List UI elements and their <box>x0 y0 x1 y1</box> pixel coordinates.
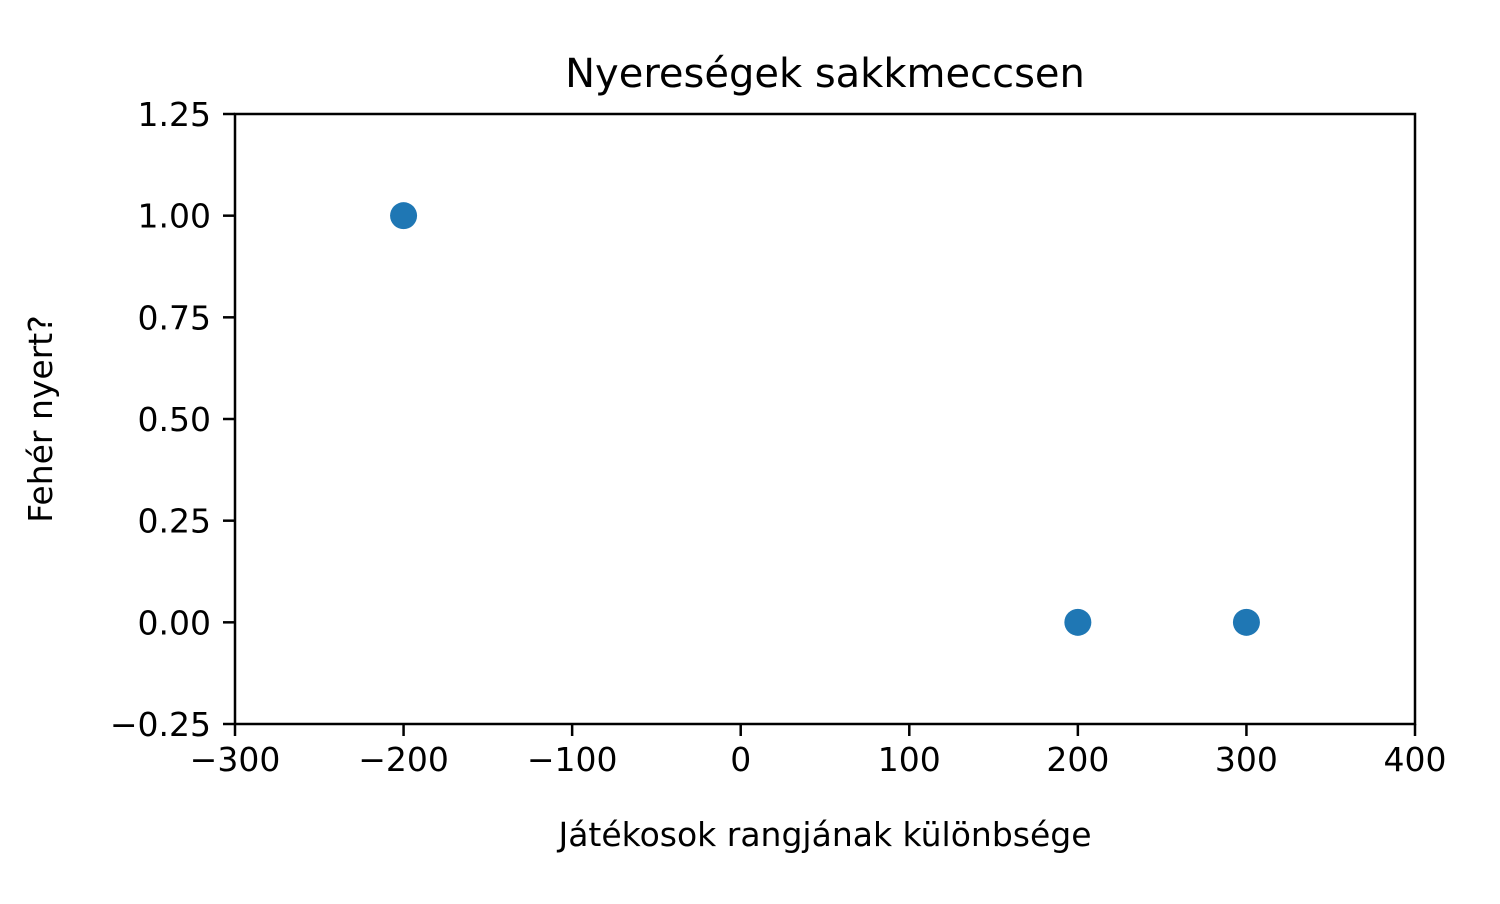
y-tick-label: 0.00 <box>138 603 211 642</box>
x-tick-label: −100 <box>527 740 618 779</box>
y-tick-label: 0.75 <box>138 298 211 337</box>
x-tick-label: 200 <box>1046 740 1109 779</box>
chart-title: Nyereségek sakkmeccsen <box>565 51 1085 97</box>
x-tick-label: −300 <box>190 740 281 779</box>
x-tick-label: 0 <box>730 740 751 779</box>
x-tick-label: 100 <box>878 740 941 779</box>
y-tick-label: 1.25 <box>138 95 211 134</box>
data-point <box>1232 608 1260 636</box>
data-point <box>1064 608 1092 636</box>
ticks-layer: −300 −200 −100 0 100 200 300 400 −0.25 0.00 0.25 0.… <box>110 95 1447 779</box>
y-axis-label: Fehér nyert? <box>21 315 60 523</box>
x-tick-label: −200 <box>358 740 449 779</box>
data-point <box>390 202 418 230</box>
x-tick-label: 300 <box>1215 740 1278 779</box>
x-axis-label: Játékosok rangjának különbsége <box>556 815 1091 854</box>
points-layer <box>390 202 1260 636</box>
y-tick-label: 0.50 <box>138 400 211 439</box>
x-tick-label: 400 <box>1384 740 1447 779</box>
y-tick-label: −0.25 <box>110 705 211 744</box>
y-tick-label: 0.25 <box>138 502 211 541</box>
plot-frame <box>233 112 1417 726</box>
y-tick-label: 1.00 <box>138 197 211 236</box>
